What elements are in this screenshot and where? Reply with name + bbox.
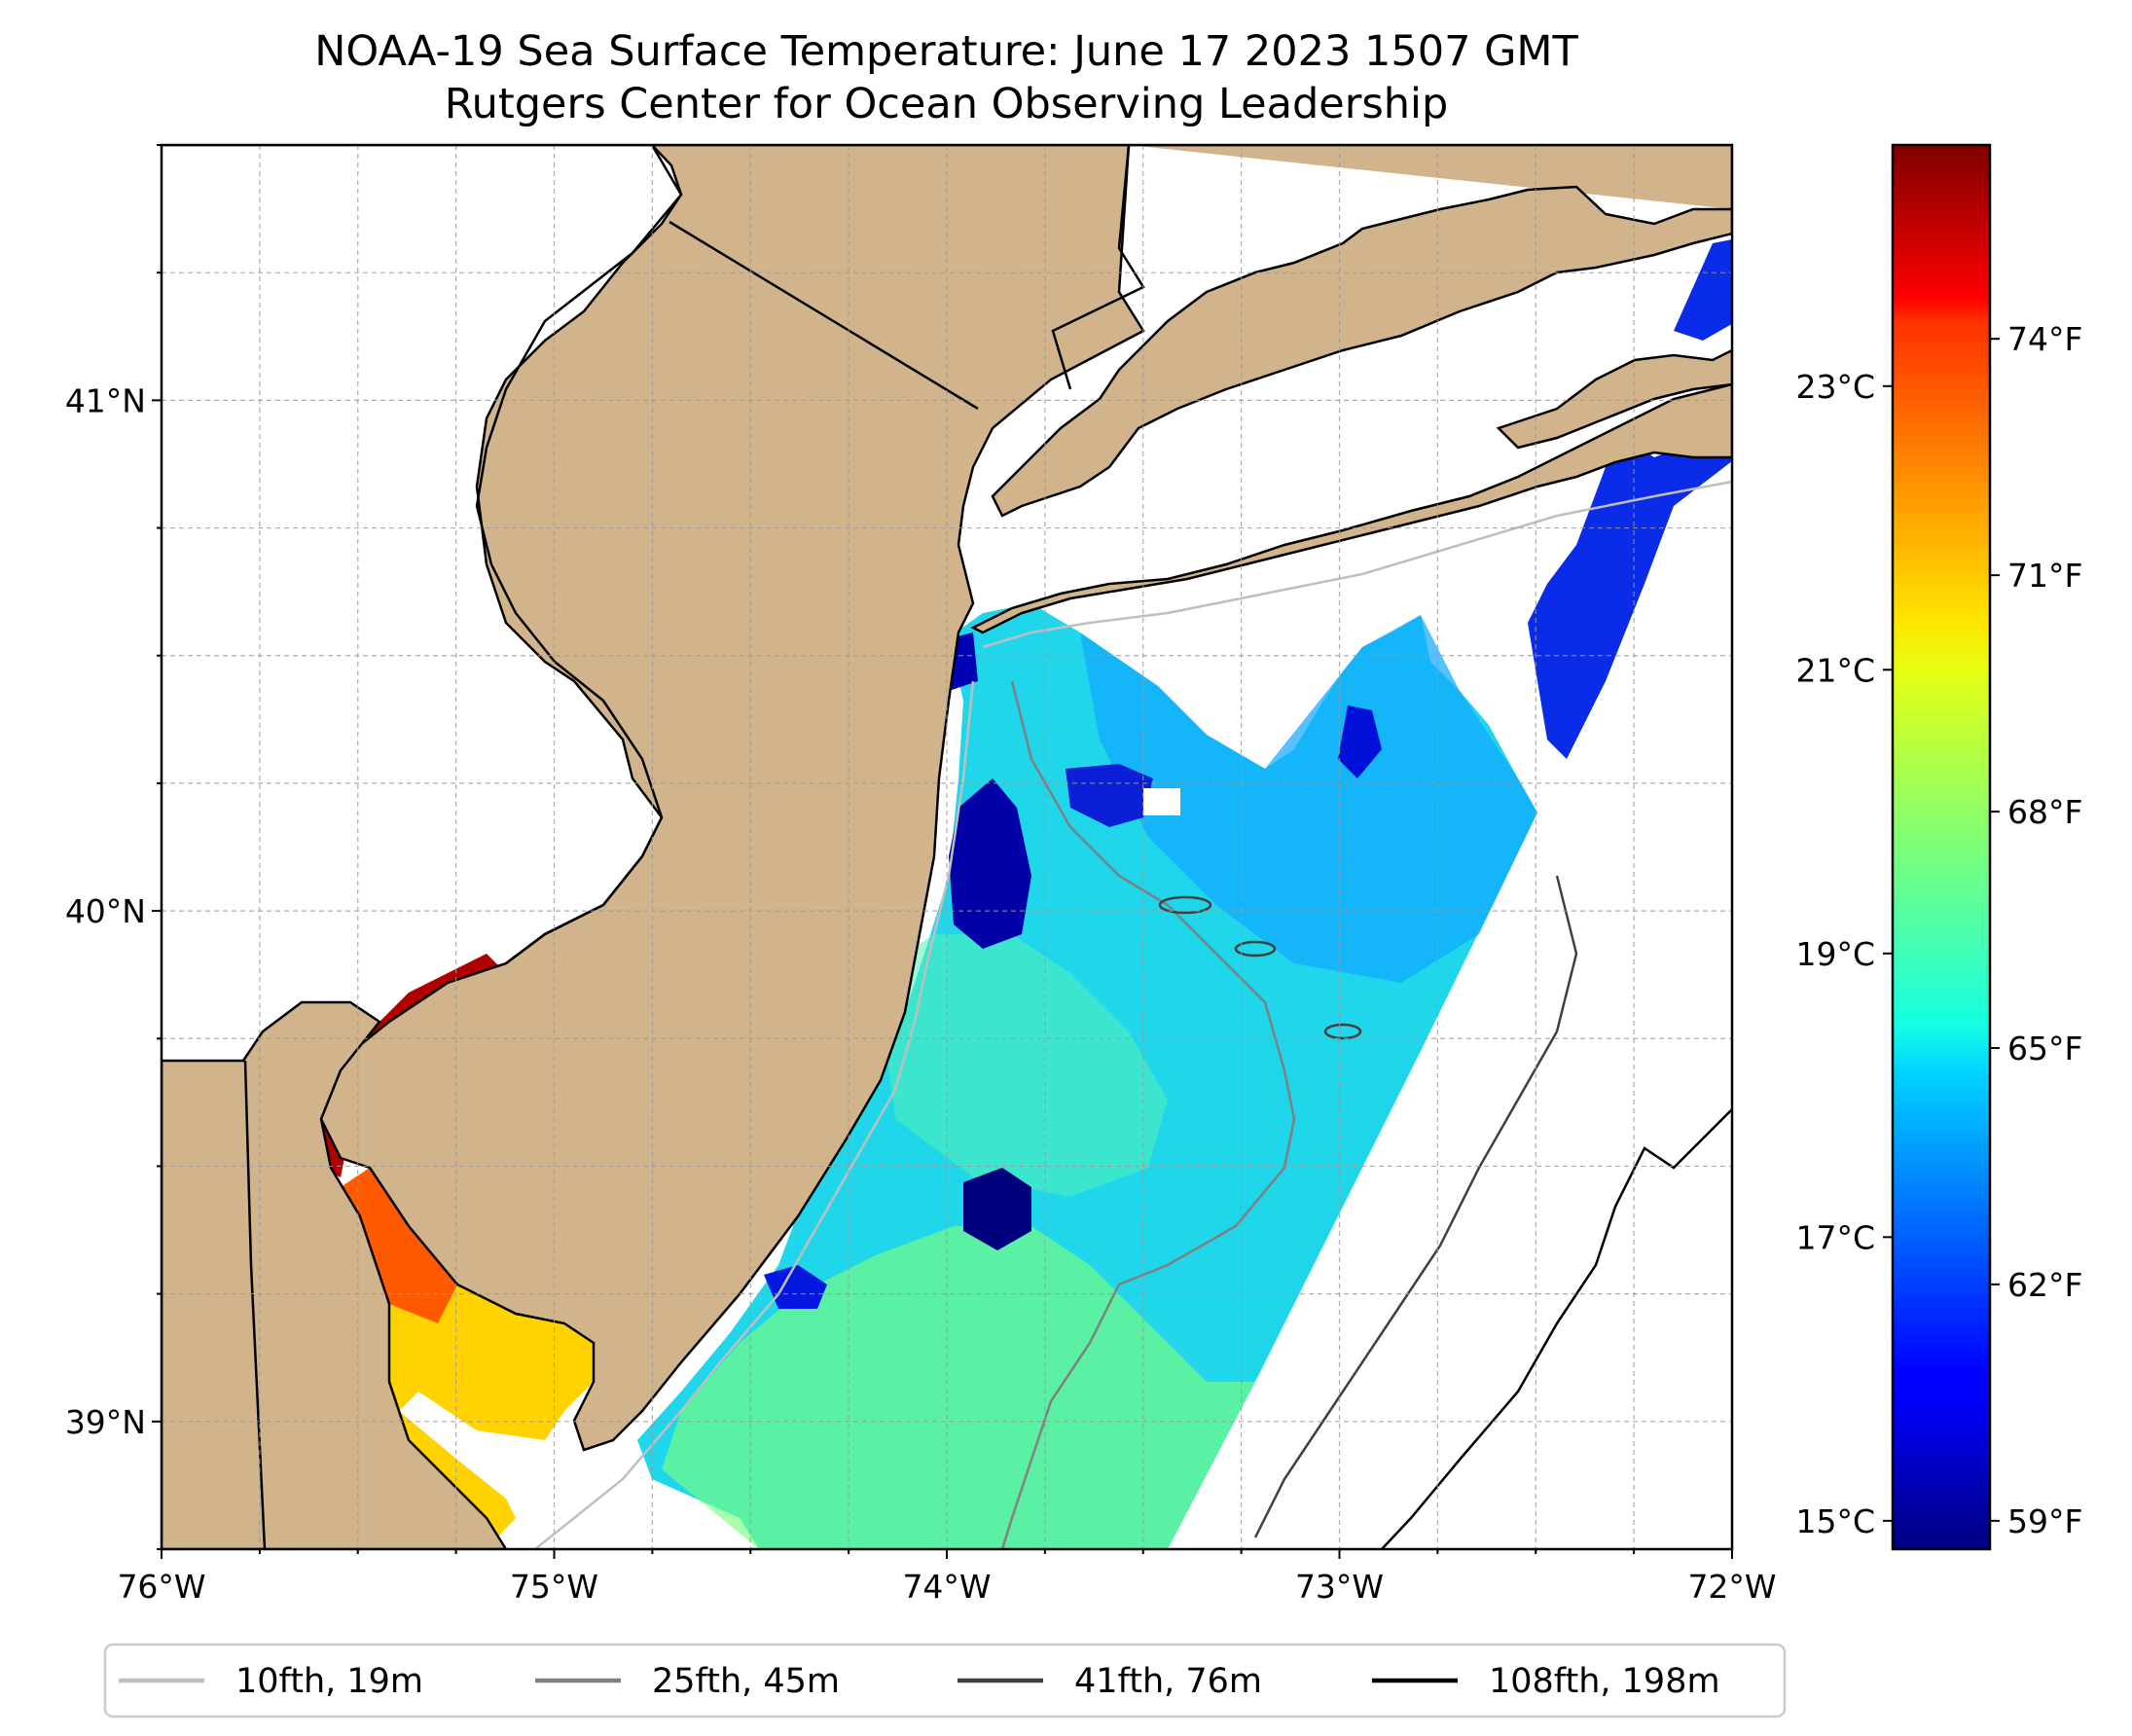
sst-cold-patch-4 — [1338, 705, 1382, 778]
sst-offshore-blue — [1080, 615, 1537, 983]
shoal-1 — [1158, 895, 1212, 915]
celsius-tick-label: 21°C — [1795, 651, 1875, 689]
isobath-41fth — [1253, 875, 1578, 1538]
lon-tick-label: 73°W — [1295, 1568, 1384, 1606]
lat-tick-label: 41°N — [65, 381, 146, 419]
land-long-island — [970, 382, 1732, 634]
sst-cold-patch-6 — [764, 1265, 827, 1309]
shoal-2 — [1234, 940, 1277, 958]
map-axis-ticks: 76°W 75°W 74°W 73°W 72°W 41°N 40°N 39°N — [65, 144, 1777, 1606]
sst-sound-strip — [1528, 409, 1732, 759]
isobath-25fth — [1000, 680, 1296, 1549]
state-border-nj-ny — [669, 220, 979, 411]
colorbar — [1891, 143, 1992, 1551]
fahrenheit-tick-label: 74°F — [2007, 320, 2082, 358]
sst-mid-shelf — [876, 934, 1168, 1197]
celsius-tick-label: 23°C — [1795, 368, 1875, 406]
sst-cold-patch-2 — [1066, 764, 1153, 827]
isobath-10fth — [534, 680, 975, 1549]
legend-label: 25fth, 45m — [652, 1662, 840, 1701]
sst-cold-patch-3 — [963, 1168, 1031, 1250]
map-area — [162, 145, 1732, 1549]
sst-delaware-bay-red — [341, 1168, 457, 1323]
celsius-tick-label: 15°C — [1795, 1502, 1875, 1540]
shoal-3 — [1323, 1023, 1362, 1040]
land-connecticut — [991, 145, 1732, 518]
legend-label: 41fth, 76m — [1074, 1662, 1262, 1701]
state-border-nj-pa — [475, 145, 683, 964]
land-li-north-fork — [1496, 348, 1732, 450]
celsius-tick-label: 19°C — [1795, 935, 1875, 973]
legend-label: 108fth, 198m — [1489, 1662, 1720, 1701]
legend-label: 10fth, 19m — [235, 1662, 423, 1701]
sst-data-gap — [1143, 788, 1180, 815]
lat-tick-label: 40°N — [65, 892, 146, 930]
colorbar-ticks: 15°C 17°C 19°C 21°C 23°C 59°F 62°F 65°F 68°F 71°F… — [1795, 320, 2082, 1540]
legend: 10fth, 19m 25fth, 45m 41fth, 76m 108fth, 19… — [119, 1662, 1720, 1701]
lat-tick-label: 39°N — [65, 1403, 146, 1441]
lon-tick-label: 74°W — [902, 1568, 991, 1606]
celsius-tick-label: 17°C — [1795, 1218, 1875, 1256]
lon-tick-label: 75°W — [510, 1568, 598, 1606]
lon-tick-label: 72°W — [1687, 1568, 1776, 1606]
lon-tick-label: 76°W — [117, 1568, 205, 1606]
fahrenheit-tick-label: 68°F — [2007, 793, 2082, 831]
sst-sound-strip-2 — [1674, 239, 1732, 341]
map-title: NOAA-19 Sea Surface Temperature: June 17… — [314, 27, 1578, 76]
sst-cold-patch-1 — [949, 778, 1031, 949]
fahrenheit-tick-label: 59°F — [2007, 1502, 2082, 1540]
fahrenheit-tick-label: 71°F — [2007, 557, 2082, 595]
isobath-10fth-north — [982, 480, 1732, 649]
fahrenheit-tick-label: 65°F — [2007, 1030, 2082, 1067]
fahrenheit-tick-label: 62°F — [2007, 1266, 2082, 1304]
map-subtitle: Rutgers Center for Ocean Observing Leade… — [444, 80, 1449, 128]
legend-box — [103, 1643, 1787, 1718]
